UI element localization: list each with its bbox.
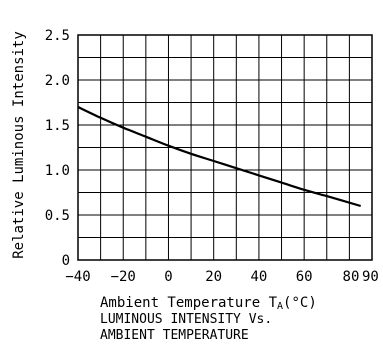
y-tick-labels: 0 0.5 1.0 1.5 2.0 2.5 <box>45 28 70 269</box>
series-line <box>77 106 362 208</box>
caption-line-2: AMBIENT TEMPERATURE <box>100 328 249 343</box>
x-tick-label: 0 <box>164 269 172 285</box>
y-tick-label: 1.5 <box>45 118 70 134</box>
y-tick-label: 2.5 <box>45 28 70 44</box>
plot-frame <box>77 34 373 261</box>
caption-line-1: LUMINOUS INTENSITY Vs. <box>100 312 272 327</box>
chart-grid <box>78 35 372 260</box>
y-tick-label: 1.0 <box>45 163 70 179</box>
x-tick-label: 90 <box>362 269 379 285</box>
x-tick-label: 40 <box>250 269 267 285</box>
x-tick-label: 80 <box>343 269 360 285</box>
x-axis-title-main: Ambient Temperature T <box>100 295 278 311</box>
x-axis-title: Ambient Temperature TA(°C) <box>100 295 317 312</box>
x-tick-label: 60 <box>296 269 313 285</box>
x-axis-title-subscript: A <box>277 301 283 312</box>
x-tick-label: −40 <box>65 269 90 285</box>
y-tick-label: 0.5 <box>45 208 70 224</box>
x-tick-label: 20 <box>205 269 222 285</box>
x-tick-labels: −40 −20 0 20 40 60 80 90 <box>65 269 379 285</box>
y-tick-label: 2.0 <box>45 73 70 89</box>
y-axis-title: Relative Luminous Intensity <box>11 31 27 259</box>
y-tick-label: 0 <box>62 253 70 269</box>
x-axis-title-unit: (°C) <box>283 295 317 311</box>
x-tick-label: −20 <box>111 269 136 285</box>
